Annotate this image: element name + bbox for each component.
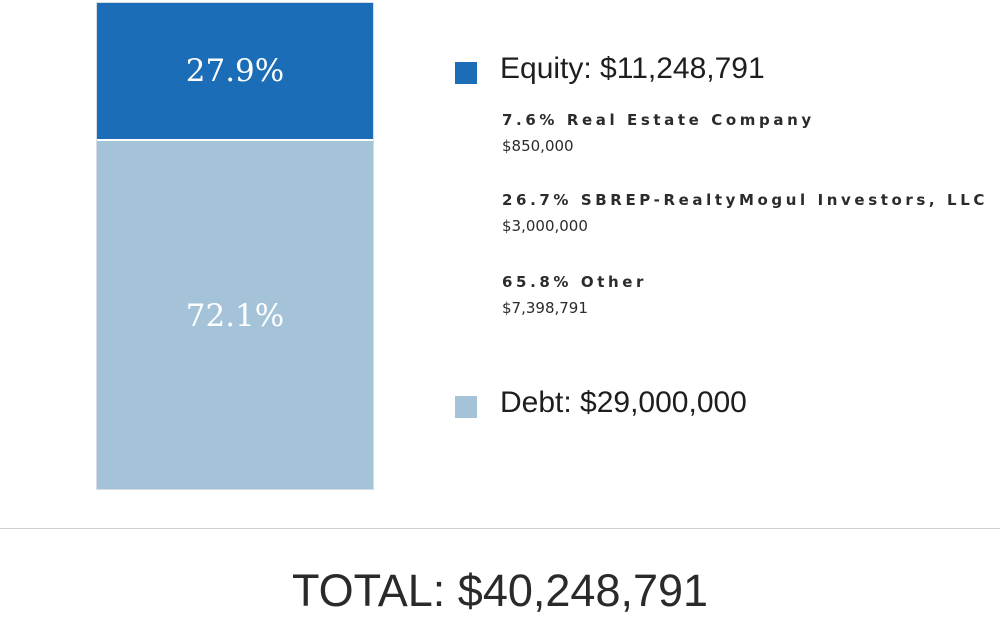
equity-swatch bbox=[455, 62, 477, 84]
equity-legend-label: Equity: $11,248,791 bbox=[500, 52, 765, 85]
breakdown-amount: $3,000,000 bbox=[502, 217, 588, 235]
breakdown-amount: $850,000 bbox=[502, 137, 574, 155]
debt-swatch bbox=[455, 396, 477, 418]
debt-segment: 72.1% bbox=[97, 138, 373, 489]
breakdown-label: 26.7% SBREP-RealtyMogul Investors, LLC bbox=[502, 191, 988, 209]
total-label: TOTAL: $40,248,791 bbox=[291, 565, 709, 616]
equity-breakdown-item: 65.8% Other $7,398,791 bbox=[502, 273, 647, 317]
equity-breakdown-item: 26.7% SBREP-RealtyMogul Investors, LLC $… bbox=[502, 191, 988, 235]
debt-legend-label: Debt: $29,000,000 bbox=[500, 386, 747, 419]
breakdown-label: 7.6% Real Estate Company bbox=[502, 111, 815, 129]
divider bbox=[0, 528, 1000, 529]
capital-stack-bar: 27.9% 72.1% bbox=[96, 2, 374, 490]
equity-breakdown-item: 7.6% Real Estate Company $850,000 bbox=[502, 111, 815, 155]
equity-percent-label: 27.9% bbox=[185, 52, 285, 89]
debt-percent-label: 72.1% bbox=[185, 297, 285, 334]
equity-segment: 27.9% bbox=[97, 3, 373, 139]
breakdown-label: 65.8% Other bbox=[502, 273, 648, 291]
breakdown-amount: $7,398,791 bbox=[502, 299, 588, 317]
